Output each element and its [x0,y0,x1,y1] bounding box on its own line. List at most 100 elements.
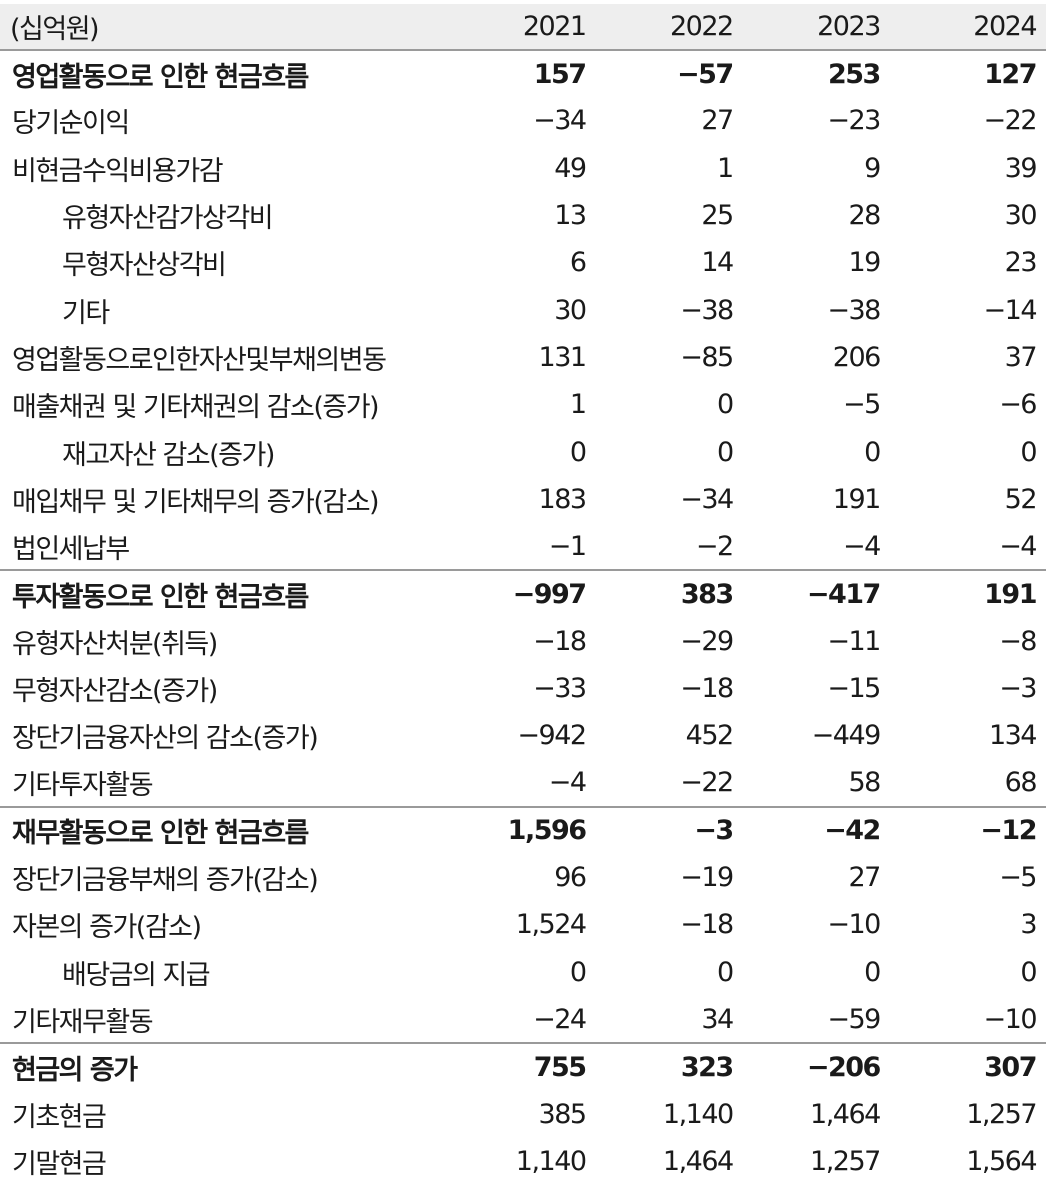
value-cell-2023: −15 [827,673,881,704]
row-label: 투자활동으로 인한 현금흐름 [0,569,449,618]
value-cell-2024: 23 [1004,247,1038,279]
value-cell-2022: 0 [717,436,734,468]
value-cell-2024: 127 [984,58,1037,90]
table-row: 무형자산감소(증가) −33 −18 −15 −3 [0,665,1046,712]
table-body: 영업활동으로 인한 현금흐름 157 −57 253 127 당기순이익 −34 27 −23−… [0,50,1046,1185]
table-row: 기타 30 −38 −38 −14 [0,286,1046,333]
table-row: 자본의 증가(감소) 1,524 −18 −10 3 [0,901,1046,948]
value-cell-2023: 58 [848,767,881,799]
row-label: 무형자산상각비 [62,250,227,282]
table-row: 법인세납부 −1 −2 −4 −4 [0,523,1046,570]
value-cell-2023: −42 [742,805,890,855]
value-cell-2024: 3 [1020,909,1037,941]
value-cell-2022: 452 [685,720,735,752]
value-cell-2022: −22 [680,767,734,799]
row-label: 영업활동으로인한자산및부채의변동 [12,344,387,376]
value-cell-2024: 39 [1004,152,1038,184]
row-label: 장단기금융부채의 증가(감소) [12,865,319,897]
value-cell-2024: −5 [999,862,1037,894]
row-label: 기타투자활동 [12,770,154,802]
value-cell-2022: −38 [680,294,734,326]
value-cell-2024: −8 [999,625,1037,657]
value-cell-2022: −85 [680,341,734,373]
value-cell-2023: −23 [827,105,881,137]
row-label: 유형자산처분(취득) [12,628,218,660]
value-cell-2021: 183 [538,483,588,515]
value-cell-2022: −29 [680,625,734,657]
table-row: 매입채무 및 기타채무의 증가(감소) 183 −34 191 52 [0,476,1046,523]
row-label: 매입채무 및 기타채무의 증가(감소) [12,486,380,518]
year-header-2023: 2023 [742,4,890,51]
table-row: 배당금의 지급 0 0 0 0 [0,949,1046,996]
row-label: 기말현금 [12,1148,107,1180]
value-cell-2024: 1,564 [966,1145,1037,1177]
table-row: 유형자산처분(취득) −18 −29 −11 −8 [0,618,1046,665]
value-cell-2023: −38 [827,294,881,326]
value-cell-2024: 37 [1004,341,1038,373]
value-cell-2023: 0 [864,956,881,988]
row-label: 비현금수익비용가감 [12,155,224,187]
value-cell-2021: −33 [533,673,587,704]
value-cell-2024: 0 [1020,956,1037,988]
table-row: 영업활동으로인한자산및부채의변동 131 −85 206 37 [0,334,1046,381]
value-cell-2023: −449 [811,720,882,752]
value-cell-2023: 28 [848,200,881,232]
table-row: 기초현금 385 1,140 1,464 1,257 [0,1091,1046,1138]
value-cell-2022: 383 [595,569,743,618]
value-cell-2022: −18 [680,909,734,941]
year-header-2021: 2021 [448,4,596,51]
table-row: 비현금수익비용가감 49 1 9 39 [0,145,1046,192]
value-cell-2022: −3 [595,805,743,855]
value-cell-2024: 191 [889,569,1046,618]
value-cell-2022: −18 [680,673,734,704]
value-cell-2021: −4 [548,767,587,799]
table-row: 기타재무활동 −24 34 −59 −10 [0,996,1046,1043]
value-cell-2023: 19 [848,247,881,279]
value-cell-2021: 755 [448,1042,596,1091]
value-cell-2024: −4 [999,530,1037,562]
value-cell-2024: −10 [983,1003,1038,1035]
row-label: 장단기금융자산의 감소(증가) [12,723,319,755]
table-row: 장단기금융자산의 감소(증가) −942 452 −449 134 [0,712,1046,759]
table-row: 투자활동으로 인한 현금흐름 −997 383 −417 191 [0,569,1046,618]
row-label: 기초현금 [12,1101,107,1133]
value-cell-2021: 0 [569,956,587,988]
row-label: 무형자산감소(증가) [12,676,218,707]
value-cell-2022: 0 [717,389,734,421]
value-cell-2024: 134 [988,720,1038,752]
value-cell-2022: −34 [680,483,734,515]
value-cell-2021: 385 [538,1098,588,1130]
value-cell-2024: −6 [999,389,1037,421]
value-cell-2023: −206 [742,1042,890,1091]
value-cell-2023: −5 [843,389,881,421]
value-cell-2023: 27 [848,862,881,894]
table-row: 유형자산감가상각비 13 25 28 30 [0,192,1046,239]
value-cell-2021: 157 [533,58,587,90]
row-label: 배당금의 지급 [62,959,211,991]
value-cell-2021: 6 [569,247,587,279]
value-cell-2021: 30 [554,294,587,326]
table-row: 당기순이익 −34 27 −23 −22 [0,97,1046,144]
value-cell-2021: −1 [548,530,587,562]
value-cell-2021: 1,596 [448,805,596,855]
unit-label: (십억원) [0,4,449,51]
value-cell-2023: −59 [827,1003,881,1035]
value-cell-2022: 34 [701,1003,734,1035]
value-cell-2024: 307 [889,1042,1046,1091]
row-label: 영업활동으로 인한 현금흐름 [12,61,309,93]
value-cell-2021: −34 [533,105,587,137]
value-cell-2021: 1,524 [515,909,587,941]
table-row: 기말현금 1,140 1,464 1,257 1,564 [0,1138,1046,1185]
value-cell-2024: 68 [1004,767,1038,799]
value-cell-2022: 27 [701,105,734,137]
table-row: 무형자산상각비 6 14 19 23 [0,239,1046,286]
value-cell-2024: −3 [999,673,1037,704]
value-cell-2021: 131 [538,341,588,373]
year-header-2022: 2022 [595,4,743,51]
row-label: 법인세납부 [12,533,130,565]
value-cell-2024: 30 [1004,200,1038,232]
row-label: 재고자산 감소(증가) [62,439,275,471]
row-label: 매출채권 및 기타채권의 감소(증가) [12,392,380,424]
value-cell-2024: −12 [889,805,1046,855]
